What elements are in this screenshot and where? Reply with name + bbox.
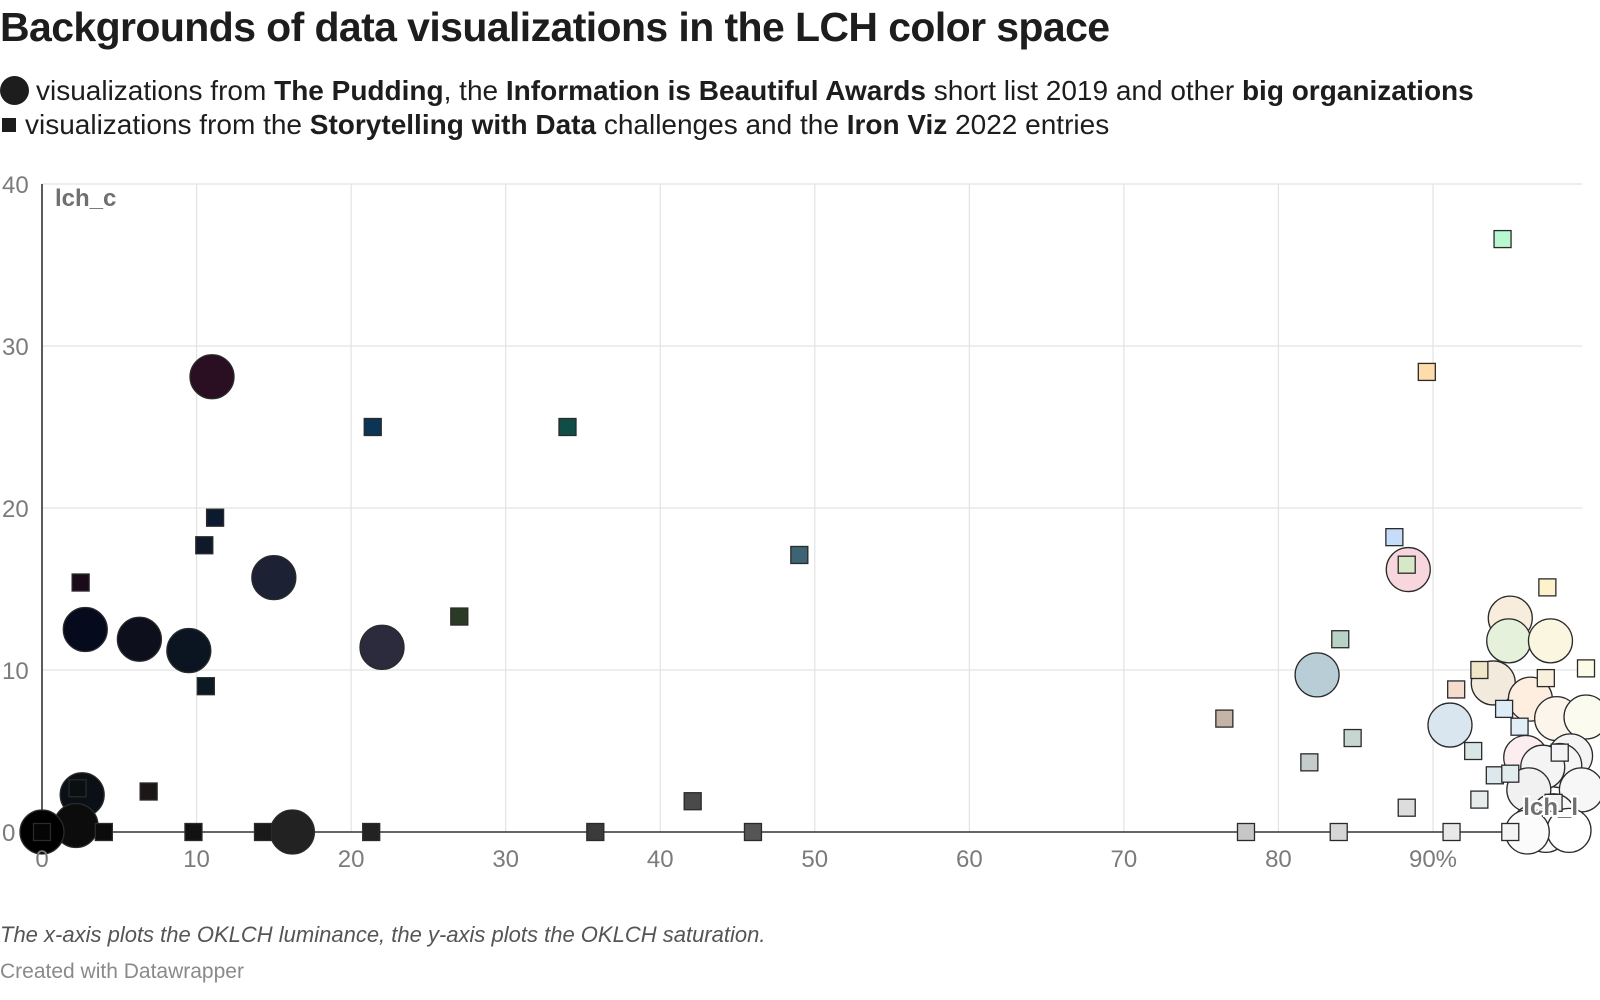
circle-point-13 bbox=[1486, 618, 1532, 664]
x-tick-label-5: 50 bbox=[801, 846, 828, 870]
square-point-35 bbox=[1501, 764, 1520, 783]
circle-point-5 bbox=[359, 624, 405, 670]
square-point-40 bbox=[1329, 822, 1348, 842]
x-tick-label-6: 60 bbox=[956, 846, 983, 870]
legend-text-0-1: The Pudding bbox=[274, 75, 444, 106]
circle-point-2 bbox=[62, 606, 108, 653]
square-point-11 bbox=[94, 822, 113, 842]
square-point-13 bbox=[253, 822, 273, 842]
square-point-22 bbox=[1331, 630, 1350, 649]
data-points bbox=[19, 229, 1600, 855]
square-point-16 bbox=[683, 792, 702, 811]
square-point-38 bbox=[1544, 793, 1563, 812]
square-point-3 bbox=[196, 677, 215, 696]
square-point-6 bbox=[450, 607, 469, 626]
circle-point-3 bbox=[116, 616, 163, 662]
square-point-41 bbox=[1442, 822, 1461, 842]
square-point-33 bbox=[1464, 741, 1483, 761]
square-point-14 bbox=[362, 822, 381, 842]
square-point-10 bbox=[32, 822, 52, 842]
square-point-23 bbox=[1538, 578, 1557, 597]
square-point-9 bbox=[68, 779, 87, 798]
legend-text-1-1: Storytelling with Data bbox=[309, 109, 597, 140]
x-tick-label-1: 10 bbox=[183, 846, 210, 870]
legend-text-0-0: visualizations from bbox=[36, 75, 275, 106]
square-point-36 bbox=[1470, 790, 1489, 809]
square-point-31 bbox=[1510, 717, 1529, 736]
square-point-15 bbox=[586, 822, 605, 842]
legend-text-0-4: short list 2019 and other bbox=[925, 75, 1242, 106]
square-point-5 bbox=[558, 417, 577, 437]
square-point-4 bbox=[363, 417, 382, 437]
legend-text-1-0: visualizations from the bbox=[25, 109, 310, 140]
square-marker-icon bbox=[2, 118, 16, 132]
legend-item-circles: visualizations from The Pudding, the Inf… bbox=[0, 75, 1474, 107]
square-point-25 bbox=[1470, 660, 1489, 680]
legend-text-0-3: Information is Beautiful Awards bbox=[505, 75, 926, 106]
circle-point-4 bbox=[166, 627, 212, 674]
circle-point-0 bbox=[189, 354, 235, 400]
square-point-21 bbox=[1397, 555, 1416, 574]
chart-credit: Created with Datawrapper bbox=[0, 960, 244, 983]
x-tick-label-3: 30 bbox=[492, 846, 519, 870]
legend-text-1-2: challenges and the bbox=[596, 109, 847, 140]
square-point-29 bbox=[1343, 728, 1362, 748]
legend-text-1-4: 2022 entries bbox=[947, 109, 1110, 140]
y-tick-label-0: 0 bbox=[2, 820, 15, 847]
chart-title: Backgrounds of data visualizations in th… bbox=[0, 4, 1110, 50]
square-point-30 bbox=[1494, 699, 1514, 719]
square-point-7 bbox=[790, 545, 809, 565]
legend-text-0-2: , the bbox=[443, 75, 506, 106]
y-tick-label-3: 30 bbox=[2, 334, 29, 361]
circle-marker-icon bbox=[0, 76, 29, 105]
square-point-43 bbox=[1550, 743, 1569, 762]
square-point-8 bbox=[139, 782, 158, 801]
x-axis-title: lch_l bbox=[1523, 794, 1578, 821]
square-point-34 bbox=[1485, 766, 1504, 785]
circle-point-1 bbox=[251, 555, 297, 601]
x-tick-label-4: 40 bbox=[647, 846, 674, 870]
x-tick-label-7: 70 bbox=[1111, 846, 1138, 870]
square-point-39 bbox=[1236, 822, 1256, 842]
circle-point-18 bbox=[1563, 694, 1600, 740]
square-point-42 bbox=[1501, 822, 1520, 842]
square-point-2 bbox=[205, 508, 225, 527]
circle-point-9 bbox=[269, 809, 316, 855]
square-point-0 bbox=[71, 573, 90, 592]
square-point-1 bbox=[195, 536, 214, 555]
square-point-20 bbox=[1385, 528, 1404, 547]
legend-item-squares: visualizations from the Storytelling wit… bbox=[0, 109, 1109, 141]
circle-point-10 bbox=[1294, 652, 1340, 698]
x-tick-label-8: 80 bbox=[1265, 846, 1292, 870]
square-point-18 bbox=[1493, 229, 1512, 249]
legend-text-1-3: Iron Viz bbox=[846, 109, 948, 140]
square-point-32 bbox=[1300, 753, 1319, 772]
x-tick-label-0: 0 bbox=[35, 846, 48, 870]
circle-point-14 bbox=[1527, 618, 1574, 664]
square-point-27 bbox=[1576, 659, 1596, 678]
chart-note: The x-axis plots the OKLCH luminance, th… bbox=[0, 922, 766, 947]
y-tick-label-2: 20 bbox=[2, 496, 29, 523]
legend-text-0-5: big organizations bbox=[1241, 75, 1474, 106]
axis-labels: 0 10 20 30 40 50 60 70 80 90% 0 10 20 30 40 lch_c lch_l bbox=[2, 172, 1580, 870]
scatter-plot: 0 10 20 30 40 50 60 70 80 90% 0 10 20 30 40 lch_c lch_l bbox=[2, 172, 1600, 870]
square-point-24 bbox=[1447, 680, 1466, 699]
y-tick-label-1: 10 bbox=[2, 658, 29, 685]
square-point-19 bbox=[1417, 362, 1436, 382]
square-point-17 bbox=[743, 822, 763, 842]
square-point-37 bbox=[1397, 798, 1416, 817]
y-tick-label-4: 40 bbox=[2, 172, 29, 199]
x-tick-label-2: 20 bbox=[338, 846, 365, 870]
circle-point-19 bbox=[1427, 702, 1473, 748]
square-point-26 bbox=[1536, 668, 1555, 688]
y-axis-title: lch_c bbox=[55, 185, 116, 212]
square-point-28 bbox=[1215, 709, 1234, 728]
x-tick-label-9: 90% bbox=[1409, 846, 1457, 870]
square-point-12 bbox=[184, 822, 203, 842]
